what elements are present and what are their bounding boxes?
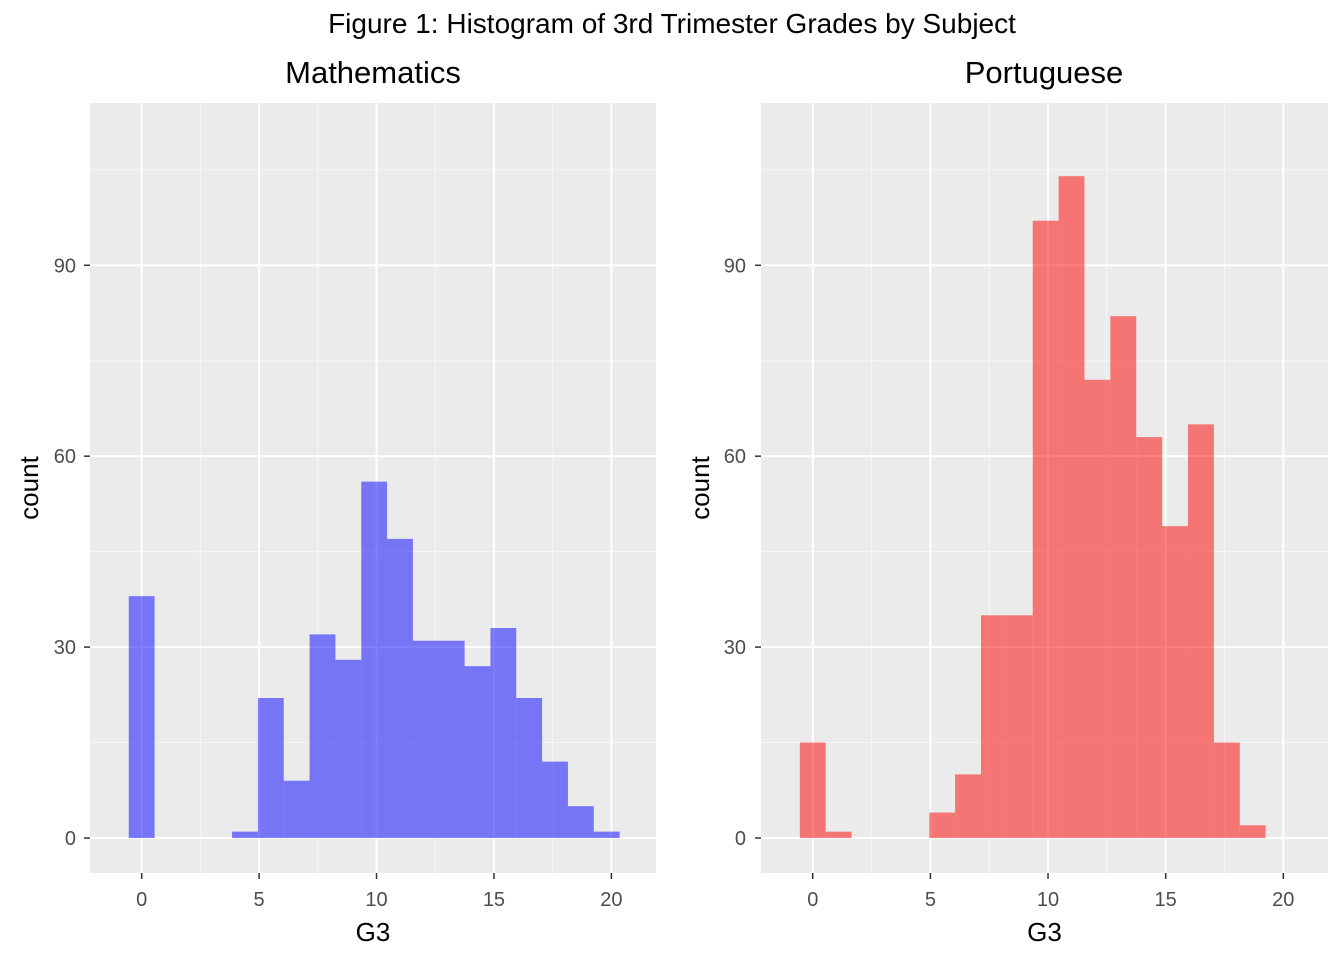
x-tick-label: 20 — [1272, 889, 1294, 911]
y-tick-label: 60 — [724, 446, 746, 468]
x-tick-label: 5 — [925, 889, 936, 911]
figure-title: Figure 1: Histogram of 3rd Trimester Gra… — [328, 8, 1016, 39]
histogram-bar — [799, 742, 826, 838]
histogram-bar — [1136, 437, 1163, 838]
mathematics-histogram: 0 5 10 15 20 0 30 60 90 Mathematics G3 count — [14, 55, 656, 947]
x-axis-title: G3 — [356, 917, 391, 947]
y-tick-label: 30 — [724, 637, 746, 659]
histogram-bar — [438, 640, 465, 838]
y-axis-title: count — [685, 455, 715, 519]
histogram-bar — [1006, 615, 1033, 838]
histogram-bar — [128, 596, 155, 838]
histogram-bar — [309, 634, 336, 838]
histogram-bar — [1213, 742, 1240, 838]
y-tick-label: 30 — [54, 637, 76, 659]
histogram-bar — [1188, 424, 1214, 838]
x-tick-label: 0 — [136, 889, 147, 911]
y-tick-label: 0 — [735, 828, 746, 850]
histogram-bar — [1084, 379, 1111, 838]
histogram-bar — [387, 538, 413, 838]
histogram-bar — [1239, 825, 1266, 838]
histogram-bar — [593, 831, 620, 838]
histogram-bar — [567, 806, 594, 838]
x-tick-label: 20 — [600, 889, 622, 911]
histogram-bar — [1058, 176, 1085, 838]
histogram-bar — [232, 831, 258, 838]
histogram-bar — [412, 640, 439, 838]
panel-title: Mathematics — [285, 55, 461, 90]
histogram-bar — [516, 698, 543, 838]
y-tick-label: 60 — [54, 446, 76, 468]
histogram-bar — [361, 481, 388, 838]
histogram-bar — [1032, 220, 1059, 838]
panel-title: Portuguese — [965, 55, 1124, 90]
x-tick-label: 5 — [254, 889, 265, 911]
histogram-bar — [955, 774, 981, 838]
histogram-bar — [542, 761, 568, 838]
y-tick-label: 90 — [724, 255, 746, 277]
histogram-bar — [825, 831, 852, 838]
y-tick-label: 0 — [65, 828, 76, 850]
histogram-bar — [257, 698, 284, 838]
histogram-bar — [980, 615, 1007, 838]
x-tick-label: 0 — [807, 889, 818, 911]
histogram-bar — [464, 666, 491, 838]
histogram-bar — [1162, 526, 1189, 838]
histogram-bar — [283, 780, 310, 838]
portuguese-histogram: 0 5 10 15 20 0 30 60 90 Portuguese G3 count — [685, 55, 1328, 947]
x-tick-label: 15 — [483, 889, 505, 911]
y-tick-label: 90 — [54, 255, 76, 277]
histogram-bar — [929, 812, 956, 838]
histogram-bar — [490, 628, 517, 838]
x-tick-label: 10 — [1037, 889, 1059, 911]
x-tick-label: 15 — [1155, 889, 1177, 911]
y-axis-title: count — [14, 455, 44, 519]
histogram-bar — [335, 659, 362, 838]
x-tick-label: 10 — [365, 889, 387, 911]
x-axis-title: G3 — [1027, 917, 1062, 947]
histogram-bar — [1110, 316, 1137, 838]
